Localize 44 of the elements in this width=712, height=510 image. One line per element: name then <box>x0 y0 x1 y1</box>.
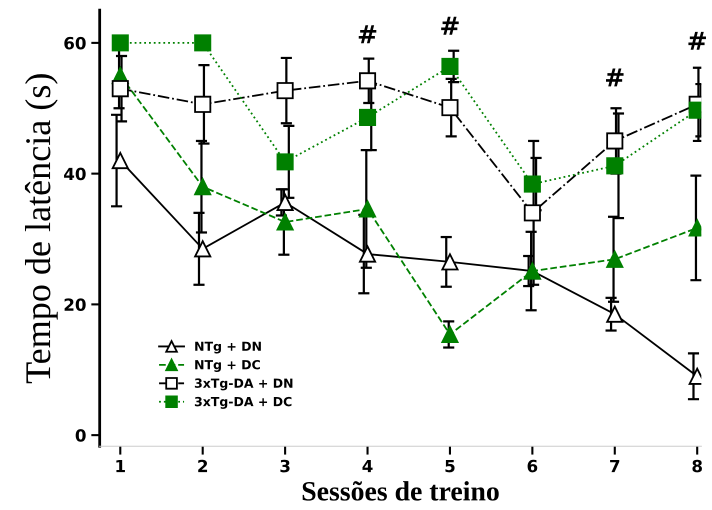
x-tick-label: 1 <box>116 460 125 472</box>
point <box>358 72 376 90</box>
legend-label: 3xTg-DA + DN <box>194 378 292 390</box>
x-tick-label: 3 <box>280 460 290 472</box>
y-tick-label: 20 <box>64 298 86 311</box>
point <box>112 152 129 170</box>
point <box>441 58 458 75</box>
point <box>358 200 376 218</box>
point <box>112 80 129 98</box>
point <box>276 213 294 231</box>
point <box>358 108 376 126</box>
y-tick-label: 0 <box>76 429 86 442</box>
x-tick-label: 4 <box>362 460 373 472</box>
annotation: # <box>688 32 706 50</box>
point <box>358 246 376 263</box>
x-tick-label: 5 <box>445 460 455 472</box>
annotation: # <box>358 25 376 44</box>
point <box>194 96 212 113</box>
point <box>441 99 458 116</box>
legend-label: NTg + DN <box>195 342 261 354</box>
point <box>194 34 212 52</box>
point <box>606 157 624 174</box>
point <box>276 82 294 100</box>
point <box>112 34 129 52</box>
annotation: # <box>606 68 624 86</box>
x-tick-label: 8 <box>692 460 702 472</box>
point <box>606 132 624 150</box>
legend-label: 3xTg-DA + DC <box>194 396 292 409</box>
legend-label: NTg + DC <box>195 360 260 372</box>
x-axis-title: Sessões de treino <box>302 481 499 501</box>
point <box>441 326 458 344</box>
point <box>276 153 294 170</box>
y-axis-title: Tempo de latência (s) <box>24 74 58 384</box>
y-tick-label: 40 <box>64 168 86 180</box>
point <box>194 178 212 196</box>
point <box>524 204 541 222</box>
point <box>524 176 541 193</box>
point <box>606 250 624 268</box>
x-tick-label: 2 <box>198 460 208 472</box>
annotation: # <box>441 16 459 35</box>
x-tick-label: 6 <box>528 460 538 472</box>
y-tick-label: 60 <box>64 36 86 50</box>
point <box>606 306 624 323</box>
x-tick-label: 7 <box>610 460 620 472</box>
